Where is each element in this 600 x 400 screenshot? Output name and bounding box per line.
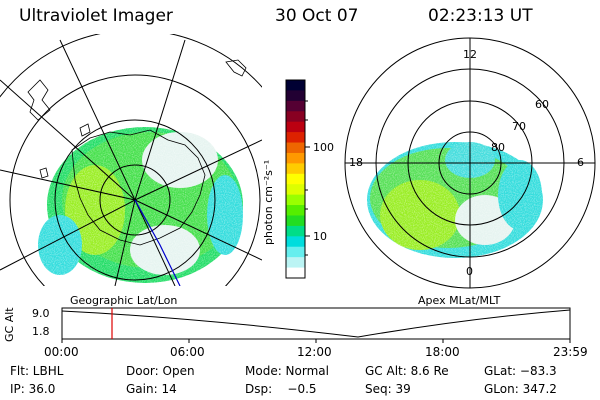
colorbar-unit: photon cm⁻²s⁻¹ bbox=[262, 159, 275, 245]
info-ip: IP: 36.0 bbox=[10, 382, 56, 396]
timeline-x-tick-2359: 23:59 bbox=[553, 345, 588, 359]
coastlines bbox=[27, 59, 247, 246]
info-gain: Gain: 14 bbox=[126, 382, 177, 396]
colorbar-band bbox=[286, 142, 305, 154]
timeline-x-tick-1200: 12:00 bbox=[297, 345, 332, 359]
colorbar-band bbox=[286, 246, 305, 258]
date-label: 30 Oct 07 bbox=[275, 6, 359, 26]
colorbar-band bbox=[286, 80, 305, 92]
colorbar-tick-10: 10 bbox=[313, 230, 327, 243]
mlat-label-80: 80 bbox=[491, 141, 505, 154]
colorbar-band bbox=[286, 236, 305, 248]
colorbar-band bbox=[286, 267, 305, 279]
info-flt: Flt: LBHL bbox=[10, 364, 64, 378]
colorbar-tick-100: 100 bbox=[313, 141, 334, 154]
info-seq: Seq: 39 bbox=[365, 382, 411, 396]
timeline-y-tick-9: 9.0 bbox=[32, 307, 50, 320]
timeline-x-tick-0000: 00:00 bbox=[44, 345, 79, 359]
time-label: 02:23:13 UT bbox=[428, 6, 533, 26]
colorbar-band bbox=[286, 194, 305, 206]
colorbar-band bbox=[286, 184, 305, 196]
colorbar-band bbox=[286, 132, 305, 144]
mlt-label-12: 12 bbox=[463, 48, 477, 61]
left-panel-label: Geographic Lat/Lon bbox=[70, 294, 178, 307]
info-dsp: Dsp: −0.5 bbox=[245, 382, 317, 396]
timeline-plot bbox=[61, 307, 571, 343]
colorbar-frame bbox=[285, 79, 306, 279]
timeline-y-tick-1-8: 1.8 bbox=[32, 325, 50, 338]
left-meridians bbox=[0, 39, 262, 286]
mlt-label-18: 18 bbox=[349, 156, 363, 169]
mlt-axes bbox=[345, 38, 595, 288]
gc-alt-curve bbox=[61, 309, 571, 338]
timeline-x-tick-0600: 06:00 bbox=[170, 345, 205, 359]
colorbar bbox=[286, 80, 305, 279]
mlat-label-70: 70 bbox=[512, 120, 526, 133]
right-panel-label: Apex MLat/MLT bbox=[418, 294, 501, 307]
apex-polar-plot bbox=[344, 37, 596, 289]
timeline-frame bbox=[61, 307, 571, 340]
info-glat: GLat: −83.3 bbox=[484, 364, 557, 378]
colorbar-band bbox=[286, 111, 305, 123]
left-auroral-image bbox=[38, 127, 243, 283]
colorbar-band bbox=[286, 257, 305, 269]
colorbar-band bbox=[286, 205, 305, 217]
colorbar-band bbox=[286, 173, 305, 185]
info-gc-alt: GC Alt: 8.6 Re bbox=[365, 364, 449, 378]
ground-track-line bbox=[134, 199, 181, 286]
info-door: Door: Open bbox=[126, 364, 195, 378]
info-glon: GLon: 347.2 bbox=[484, 382, 557, 396]
mlat-label-60: 60 bbox=[535, 98, 549, 111]
colorbar-band bbox=[286, 163, 305, 175]
info-mode: Mode: Normal bbox=[245, 364, 329, 378]
mlt-label-0: 0 bbox=[466, 265, 473, 278]
colorbar-band bbox=[286, 215, 305, 227]
timeline-x-ticks bbox=[61, 339, 571, 343]
geographic-map bbox=[0, 34, 262, 286]
right-auroral-image bbox=[367, 142, 543, 258]
colorbar-band bbox=[286, 90, 305, 102]
left-lat-circles bbox=[0, 34, 262, 286]
colorbar-band bbox=[286, 121, 305, 133]
mlt-label-6: 6 bbox=[577, 156, 584, 169]
timeline-axis-label: GC Alt bbox=[3, 307, 16, 342]
colorbar-band bbox=[286, 100, 305, 112]
timeline-x-tick-1800: 18:00 bbox=[425, 345, 460, 359]
colorbar-band bbox=[286, 152, 305, 164]
colorbar-ticks bbox=[305, 100, 310, 256]
instrument-title: Ultraviolet Imager bbox=[19, 6, 173, 26]
colorbar-band bbox=[286, 225, 305, 237]
